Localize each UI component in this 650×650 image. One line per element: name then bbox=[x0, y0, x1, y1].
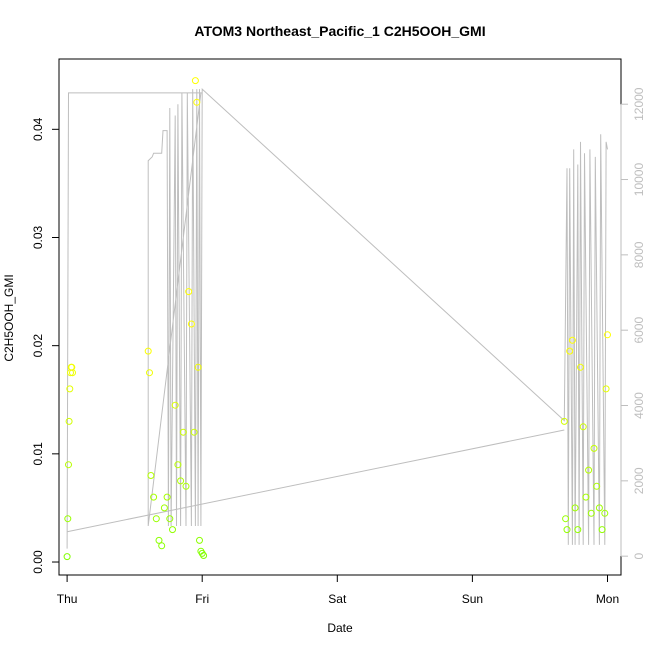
data-point bbox=[590, 444, 598, 452]
data-point bbox=[601, 509, 609, 517]
data-point bbox=[602, 385, 610, 393]
data-point bbox=[571, 504, 579, 512]
y-axis: 0.00 0.01 0.02 0.03 0.04 bbox=[31, 117, 60, 574]
data-point bbox=[166, 515, 174, 523]
data-point bbox=[582, 493, 590, 501]
y-axis-label: C2H5OOH_GMI bbox=[2, 274, 16, 361]
x-tick-label: Thu bbox=[57, 592, 78, 606]
data-point bbox=[563, 526, 571, 534]
data-point bbox=[587, 509, 595, 517]
data-point bbox=[171, 401, 179, 409]
data-point bbox=[604, 331, 611, 339]
y-tick-label: 0.00 bbox=[31, 550, 45, 574]
data-point bbox=[179, 428, 187, 436]
data-point bbox=[160, 504, 168, 512]
y-tick-label: 0.02 bbox=[31, 334, 45, 358]
data-point bbox=[585, 466, 593, 474]
data-point bbox=[152, 515, 160, 523]
chart-title: ATOM3 Northeast_Pacific_1 C2H5OOH_GMI bbox=[194, 23, 485, 39]
data-point bbox=[579, 423, 587, 431]
data-point bbox=[568, 336, 576, 344]
data-point bbox=[65, 461, 72, 469]
data-point bbox=[562, 515, 570, 523]
data-point bbox=[147, 472, 155, 479]
data-point bbox=[598, 526, 606, 534]
series-transit-line bbox=[66, 429, 565, 533]
y2-tick-label: 2000 bbox=[632, 467, 646, 494]
plot-frame bbox=[58, 58, 622, 576]
y-tick-label: 0.03 bbox=[31, 225, 45, 249]
x-axis: Thu Fri Sat Sun Mon bbox=[57, 574, 619, 606]
data-point bbox=[560, 417, 568, 425]
data-point bbox=[68, 363, 76, 371]
data-point bbox=[187, 320, 195, 328]
y2-tick-label: 6000 bbox=[632, 317, 646, 344]
x-tick-label: Fri bbox=[195, 592, 209, 606]
y2-tick-label: 0 bbox=[632, 553, 646, 560]
data-point bbox=[185, 288, 193, 296]
y2-tick-label: 4000 bbox=[632, 392, 646, 419]
data-point bbox=[69, 369, 76, 377]
data-point bbox=[577, 363, 584, 371]
data-point bbox=[200, 552, 208, 559]
data-point bbox=[146, 369, 153, 377]
data-point bbox=[144, 347, 152, 355]
data-point bbox=[65, 417, 73, 425]
data-point bbox=[574, 526, 582, 534]
data-point bbox=[169, 526, 176, 534]
data-point bbox=[66, 385, 74, 393]
data-point bbox=[190, 428, 198, 436]
x-tick-label: Sat bbox=[328, 592, 347, 606]
data-point bbox=[63, 553, 71, 561]
series-altitude-line bbox=[66, 87, 608, 549]
data-point bbox=[191, 77, 199, 85]
data-point bbox=[158, 542, 166, 550]
series-layer bbox=[63, 77, 611, 561]
y-tick-label: 0.04 bbox=[31, 117, 45, 141]
y2-axis: 0 2000 4000 6000 8000 10000 12000 bbox=[620, 87, 646, 560]
y2-tick-label: 10000 bbox=[632, 163, 646, 197]
x-tick-label: Sun bbox=[462, 592, 483, 606]
data-point bbox=[595, 504, 603, 512]
data-point bbox=[593, 482, 601, 490]
y2-tick-label: 12000 bbox=[632, 87, 646, 121]
series-C2H5OOH_GMI bbox=[63, 77, 611, 561]
data-point bbox=[150, 493, 158, 501]
y-tick-label: 0.01 bbox=[31, 442, 45, 466]
y2-tick-label: 8000 bbox=[632, 241, 646, 268]
data-point bbox=[177, 477, 185, 485]
data-point bbox=[163, 493, 171, 501]
x-axis-label: Date bbox=[327, 621, 353, 635]
data-point bbox=[566, 347, 574, 355]
data-point bbox=[193, 98, 201, 106]
x-tick-label: Mon bbox=[596, 592, 619, 606]
data-point bbox=[64, 515, 72, 523]
data-point bbox=[196, 536, 203, 544]
data-point bbox=[174, 461, 182, 469]
data-point bbox=[155, 536, 163, 544]
data-point bbox=[194, 363, 202, 371]
data-point bbox=[182, 482, 190, 490]
